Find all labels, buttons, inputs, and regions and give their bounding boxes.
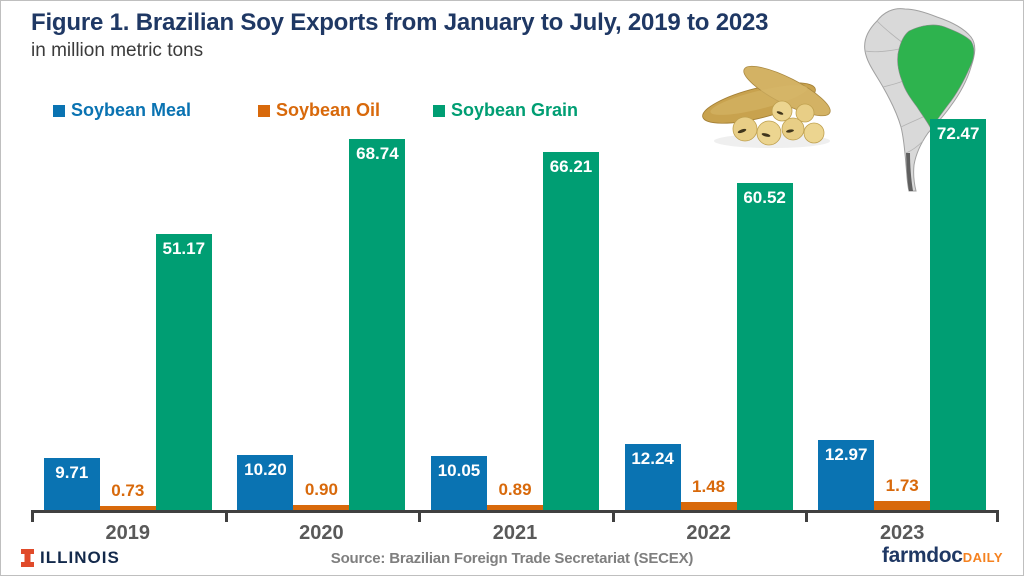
bar-soybean-meal-2022 (624, 444, 681, 510)
bar-soybean-oil-2019 (99, 506, 156, 510)
bar-soybean-oil-2023 (874, 501, 931, 510)
source-note: Source: Brazilian Foreign Trade Secretar… (330, 550, 694, 567)
x-axis-tick (805, 510, 809, 522)
value-label-soybean-meal-2019: 9.71 (55, 463, 89, 482)
category-label-2022: 2022 (686, 522, 731, 544)
patagonia-shade (906, 153, 913, 191)
bar-soybean-grain-2019 (155, 234, 212, 510)
legend-item-soybean-oil: Soybean Oil (258, 100, 380, 121)
illinois-logo: ILLINOIS (21, 548, 120, 568)
illinois-wordmark: ILLINOIS (40, 548, 120, 567)
x-axis-tick (224, 510, 228, 522)
figure-title: Figure 1. Brazilian Soy Exports from Jan… (31, 9, 769, 36)
value-label-soybean-meal-2022: 12.24 (631, 449, 674, 468)
legend-swatch (258, 104, 270, 117)
farmdoc-wordmark: farmdoc (881, 544, 963, 567)
value-label-soybean-oil-2020: 0.90 (304, 480, 338, 499)
category-label-2023: 2023 (879, 522, 925, 544)
x-axis-tick (611, 510, 615, 522)
legend-item-soybean-meal: Soybean Meal (53, 100, 191, 121)
value-label-soybean-oil-2023: 1.73 (885, 476, 919, 495)
value-label-soybean-oil-2022: 1.48 (692, 477, 726, 496)
figure-subtitle: in million metric tons (31, 40, 204, 61)
bar-soybean-oil-2021 (487, 505, 543, 510)
x-axis-line (31, 510, 999, 513)
x-axis-tick (418, 510, 422, 522)
legend-swatch (433, 104, 445, 117)
farmdoc-daily-logo: farmdoc DAILY (882, 544, 1003, 568)
value-label-soybean-oil-2021: 0.89 (498, 480, 532, 499)
category-label-2020: 2020 (299, 522, 344, 544)
value-label-soybean-grain-2022: 60.52 (743, 188, 786, 207)
value-label-soybean-oil-2019: 0.73 (111, 481, 145, 500)
value-label-soybean-meal-2021: 10.05 (437, 461, 481, 480)
value-label-soybean-grain-2019: 51.17 (162, 239, 206, 258)
bar-soybean-grain-2022 (736, 183, 793, 510)
legend-label: Soybean Meal (71, 100, 192, 120)
illinois-block-i-icon (21, 549, 34, 567)
value-label-soybean-meal-2023: 12.97 (824, 445, 868, 464)
brazil-shape (897, 24, 975, 130)
bar-soybean-oil-2020 (293, 505, 350, 510)
value-label-soybean-meal-2020: 10.20 (244, 460, 287, 479)
legend-label: Soybean Oil (276, 100, 381, 120)
x-axis-tick (31, 510, 34, 522)
legend-label: Soybean Grain (451, 100, 579, 120)
bar-soybean-grain-2023 (930, 119, 987, 510)
farmdoc-daily-wordmark: DAILY (962, 550, 1003, 565)
south-america-map (864, 8, 976, 192)
soybean-pods-icon (702, 65, 831, 148)
bar-soybean-grain-2020 (349, 139, 406, 510)
bar-soybean-meal-2023 (818, 440, 875, 510)
category-label-2019: 2019 (105, 522, 151, 544)
value-label-soybean-grain-2021: 66.21 (549, 157, 593, 176)
legend-item-soybean-grain: Soybean Grain (433, 100, 578, 121)
x-axis-tick (996, 510, 999, 522)
figure-footer: ILLINOIS Source: Brazilian Foreign Trade… (1, 544, 1023, 575)
legend-swatch (53, 104, 65, 117)
bar-soybean-meal-2021 (431, 456, 487, 510)
bar-soybean-oil-2022 (680, 502, 737, 510)
value-label-soybean-grain-2020: 68.74 (356, 144, 399, 163)
category-label-2021: 2021 (492, 522, 538, 544)
bar-soybean-meal-2020 (237, 455, 294, 510)
bar-soybean-grain-2021 (543, 152, 599, 510)
value-label-soybean-grain-2023: 72.47 (936, 124, 980, 143)
bar-soybean-meal-2019 (43, 458, 100, 510)
